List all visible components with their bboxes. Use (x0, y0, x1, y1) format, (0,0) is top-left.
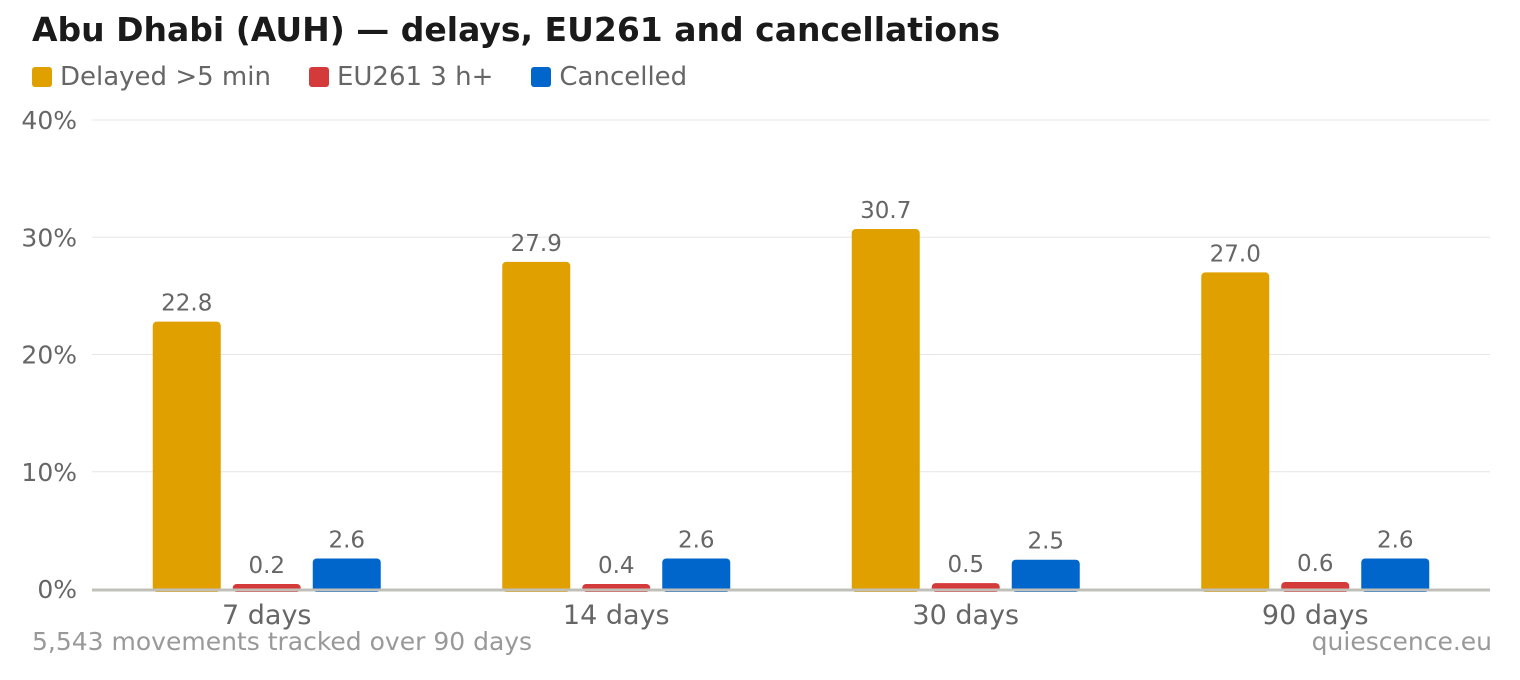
bar (662, 558, 731, 592)
legend-swatch-eu261 (308, 67, 329, 87)
legend: Delayed >5 min EU261 3 h+ Cancelled (32, 60, 725, 94)
legend-swatch-delayed (32, 67, 52, 87)
legend-item-eu261: EU261 3 h+ (308, 62, 494, 92)
bar (1011, 559, 1080, 592)
x-tick-label: 14 days (563, 600, 670, 631)
data-label: 0.4 (598, 553, 635, 579)
bar (1361, 558, 1430, 592)
grid-lines (92, 119, 1490, 473)
chart-title: Abu Dhabi (AUH) — delays, EU261 and canc… (32, 10, 1001, 49)
data-label: 2.6 (328, 528, 365, 554)
x-tick-label: 90 days (1262, 600, 1369, 631)
axes: 0% 10% 20% 30% 40% 7 days 14 days 30 days 90 day… (21, 106, 1490, 631)
data-label: 22.8 (161, 291, 212, 317)
legend-item-cancelled: Cancelled (531, 62, 687, 92)
data-label: 2.5 (1027, 529, 1064, 555)
data-label: 0.5 (947, 552, 984, 578)
data-label: 2.6 (1377, 528, 1414, 554)
bar (851, 229, 920, 593)
bar (312, 558, 381, 592)
bars (152, 229, 1430, 593)
data-label: 27.9 (511, 231, 562, 257)
legend-label-delayed: Delayed >5 min (60, 62, 271, 92)
y-tick-label: 0% (37, 575, 77, 604)
y-tick-label: 10% (21, 458, 77, 487)
legend-item-delayed: Delayed >5 min (32, 62, 271, 92)
legend-label-eu261: EU261 3 h+ (336, 62, 494, 92)
y-tick-label: 40% (21, 106, 77, 135)
y-tick-label: 20% (21, 341, 77, 370)
x-tick-label: 30 days (912, 600, 1019, 631)
legend-label-cancelled: Cancelled (559, 62, 688, 92)
footer-source: quiescence.eu (1311, 627, 1492, 656)
bar (502, 261, 571, 592)
footer-note: 5,543 movements tracked over 90 days (32, 627, 533, 656)
data-label: 2.6 (678, 528, 715, 554)
data-labels: 22.8 0.2 2.6 27.9 0.4 2.6 30.7 0.5 2.5 27.0 0.6 2.6 (161, 198, 1413, 579)
legend-swatch-cancelled (531, 67, 552, 87)
data-label: 27.0 (1210, 241, 1261, 267)
data-label: 30.7 (860, 198, 911, 224)
bar (1201, 272, 1270, 592)
x-tick-label: 7 days (222, 600, 312, 631)
y-tick-label: 30% (21, 223, 77, 252)
data-label: 0.2 (248, 553, 285, 579)
bar (152, 321, 221, 592)
data-label: 0.6 (1297, 551, 1334, 577)
